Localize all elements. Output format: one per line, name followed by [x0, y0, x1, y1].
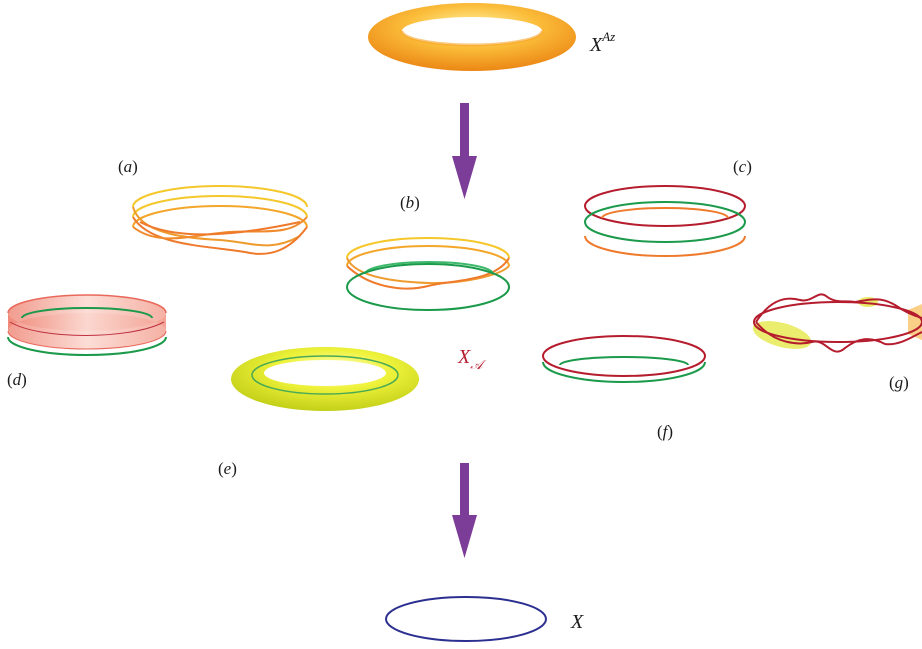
ring-config-c — [584, 185, 746, 257]
middle-space-label: X𝒜 — [457, 346, 486, 372]
label-a: (a) — [118, 157, 138, 176]
projection-arrow-lower — [452, 463, 477, 558]
ring-config-a — [132, 185, 308, 255]
label-b: (b) — [400, 193, 420, 212]
ring-config-e — [231, 347, 419, 411]
azumaya-torus — [368, 3, 576, 71]
label-d: (d) — [7, 370, 27, 389]
ring-config-d — [7, 294, 167, 356]
label-c: (c) — [733, 157, 752, 176]
label-g: (g) — [889, 373, 909, 392]
ring-config-b — [346, 237, 510, 311]
label-e: (e) — [218, 459, 237, 478]
ring-config-g — [752, 293, 922, 353]
label-f: (f) — [657, 422, 673, 441]
projection-arrow-upper — [452, 103, 477, 199]
base-circle — [385, 596, 547, 642]
top-space-label: XAz — [589, 29, 615, 56]
ring-config-f — [542, 335, 706, 383]
bottom-space-label: X — [570, 611, 584, 633]
